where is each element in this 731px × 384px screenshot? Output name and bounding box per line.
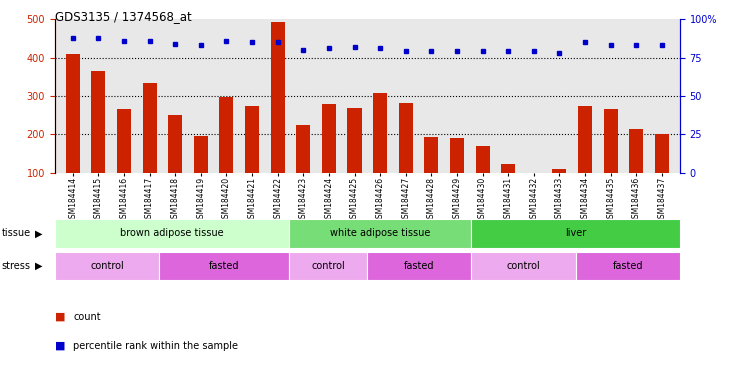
Text: GDS3135 / 1374568_at: GDS3135 / 1374568_at [55, 10, 192, 23]
Text: control: control [90, 261, 124, 271]
Text: ■: ■ [55, 341, 65, 351]
Text: fasted: fasted [209, 261, 239, 271]
Text: white adipose tissue: white adipose tissue [330, 228, 431, 238]
Text: stress: stress [1, 261, 31, 271]
Bar [55, 219, 289, 248]
Bar [398, 103, 413, 173]
Bar [245, 106, 259, 173]
Bar [450, 138, 464, 173]
Text: percentile rank within the sample: percentile rank within the sample [73, 341, 238, 351]
Bar [296, 125, 311, 173]
Text: tissue: tissue [1, 228, 31, 238]
Bar [143, 83, 156, 173]
Bar [424, 137, 439, 173]
Bar [471, 252, 575, 280]
Bar [270, 22, 284, 173]
Text: brown adipose tissue: brown adipose tissue [120, 228, 224, 238]
Bar [604, 109, 618, 173]
Bar [66, 54, 80, 173]
Bar [289, 252, 367, 280]
Bar [55, 252, 159, 280]
Text: control: control [311, 261, 345, 271]
Bar [91, 71, 105, 173]
Bar [322, 104, 336, 173]
Bar [117, 109, 131, 173]
Bar [471, 219, 680, 248]
Text: ▶: ▶ [35, 228, 42, 238]
Bar [194, 136, 208, 173]
Bar [576, 252, 680, 280]
Bar [501, 164, 515, 173]
Bar [578, 106, 592, 173]
Text: control: control [507, 261, 540, 271]
Bar [289, 219, 471, 248]
Bar [347, 108, 362, 173]
Bar [553, 169, 567, 173]
Text: fasted: fasted [613, 261, 643, 271]
Bar [655, 134, 669, 173]
Bar [367, 252, 471, 280]
Text: ■: ■ [55, 312, 65, 322]
Text: fasted: fasted [404, 261, 435, 271]
Bar [373, 93, 387, 173]
Bar [168, 115, 182, 173]
Text: liver: liver [565, 228, 586, 238]
Text: count: count [73, 312, 101, 322]
Text: ▶: ▶ [35, 261, 42, 271]
Bar [629, 129, 643, 173]
Bar [476, 146, 490, 173]
Bar [219, 97, 233, 173]
Bar [159, 252, 289, 280]
